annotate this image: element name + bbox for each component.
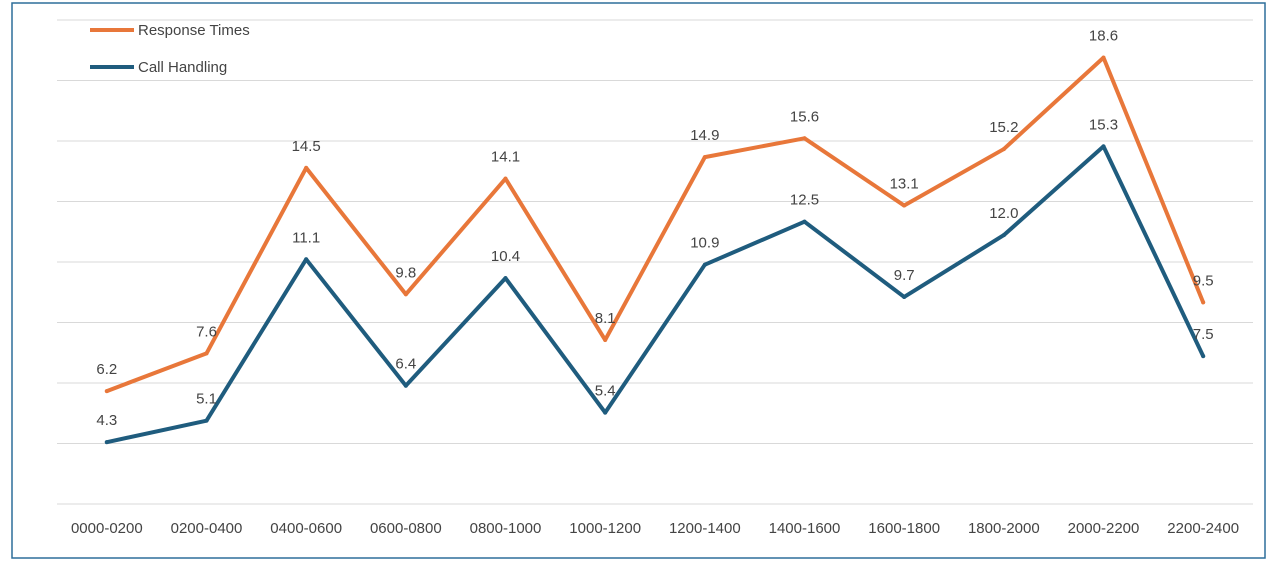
data-point: [902, 294, 907, 299]
data-point: [1201, 300, 1206, 305]
gridlines: [57, 19, 1253, 505]
x-tick-label: 1200-1400: [669, 520, 741, 537]
data-point: [902, 203, 907, 208]
data-point: [104, 389, 109, 394]
data-point: [1201, 354, 1206, 359]
data-point: [603, 337, 608, 342]
x-tick-label: 1600-1800: [868, 520, 940, 537]
x-tick-label: 0000-0200: [71, 520, 143, 537]
legend-label: Call Handling: [138, 59, 227, 76]
data-label: 12.5: [790, 192, 819, 209]
series-line: [104, 55, 1206, 394]
data-point: [304, 257, 309, 262]
x-tick-label: 1400-1600: [769, 520, 841, 537]
data-label: 9.7: [894, 267, 915, 284]
data-point: [1001, 233, 1006, 238]
legend-label: Response Times: [138, 22, 250, 39]
data-point: [403, 383, 408, 388]
data-point: [802, 136, 807, 141]
data-label: 13.1: [890, 176, 919, 193]
data-label: 6.2: [96, 361, 117, 378]
data-point: [503, 176, 508, 181]
data-label: 4.3: [96, 412, 117, 429]
x-tick-label: 0800-1000: [470, 520, 542, 537]
x-tick-label: 0400-0600: [270, 520, 342, 537]
data-point: [1101, 55, 1106, 60]
data-point: [503, 276, 508, 281]
data-point: [603, 410, 608, 415]
series-line: [104, 144, 1206, 445]
data-label: 9.5: [1193, 272, 1214, 289]
data-point: [702, 262, 707, 267]
data-label: 5.1: [196, 391, 217, 408]
data-point: [304, 165, 309, 170]
data-label: 14.5: [292, 138, 321, 155]
legend: Response Times Call Handling: [90, 22, 250, 76]
data-point: [204, 418, 209, 423]
data-label: 14.9: [690, 127, 719, 144]
data-point: [204, 351, 209, 356]
data-label: 18.6: [1089, 28, 1118, 45]
data-label: 5.4: [595, 383, 616, 400]
data-label: 7.5: [1193, 326, 1214, 343]
data-point: [1101, 144, 1106, 149]
data-label: 10.9: [690, 235, 719, 252]
x-tick-label: 2200-2400: [1167, 520, 1239, 537]
data-label: 9.8: [395, 264, 416, 281]
data-point: [403, 292, 408, 297]
data-label: 7.6: [196, 323, 217, 340]
x-tick-label: 1800-2000: [968, 520, 1040, 537]
data-label: 12.0: [989, 205, 1018, 222]
series-lines: [104, 55, 1206, 445]
data-label: 15.6: [790, 108, 819, 125]
data-label: 6.4: [395, 356, 416, 373]
x-tick-label: 2000-2200: [1068, 520, 1140, 537]
x-tick-label: 1000-1200: [569, 520, 641, 537]
data-point: [802, 219, 807, 224]
data-point: [1001, 147, 1006, 152]
x-tick-label: 0600-0800: [370, 520, 442, 537]
data-point: [104, 440, 109, 445]
x-axis-ticks: 0000-0200 0200-0400 0400-0600 0600-0800 0800…: [71, 520, 1239, 537]
x-tick-label: 0200-0400: [171, 520, 243, 537]
data-label: 8.1: [595, 310, 616, 327]
data-label: 15.3: [1089, 116, 1118, 133]
data-point: [702, 155, 707, 160]
data-labels: 6.2 7.6 14.5 9.8 14.1 8.1 14.9 15.6 13.1 15.2 18.6…: [96, 28, 1213, 430]
data-label: 10.4: [491, 248, 520, 265]
data-label: 11.1: [292, 229, 320, 246]
data-label: 14.1: [491, 149, 520, 166]
data-label: 15.2: [989, 119, 1018, 136]
